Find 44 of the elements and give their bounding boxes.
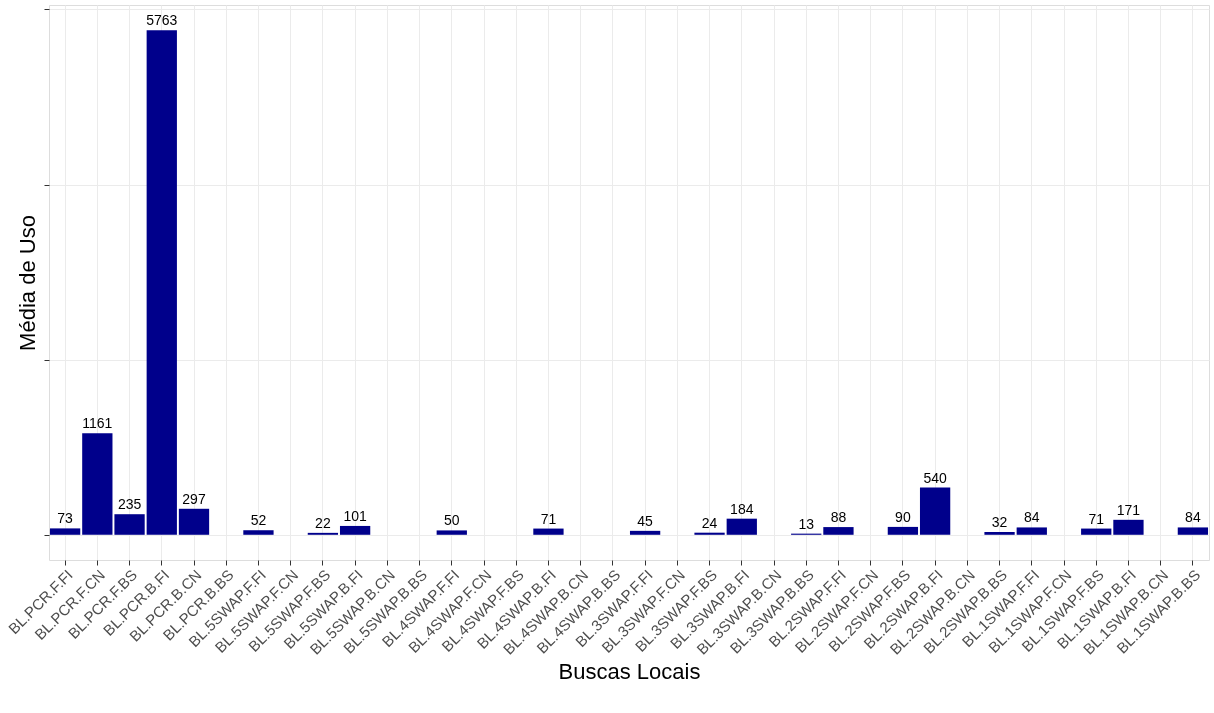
bar xyxy=(49,528,81,535)
bar xyxy=(694,532,725,535)
bar xyxy=(629,530,661,535)
data-label: 32 xyxy=(991,513,1008,530)
data-label: 84 xyxy=(1185,509,1201,526)
bar xyxy=(178,508,210,535)
data-label: 5763 xyxy=(146,12,178,29)
bar xyxy=(1113,519,1144,535)
x-axis-title: Buscas Locais xyxy=(558,658,701,684)
bar xyxy=(533,528,564,535)
data-label: 540 xyxy=(923,469,947,486)
data-label: 24 xyxy=(701,514,718,531)
bar xyxy=(436,530,467,535)
data-label: 45 xyxy=(637,512,654,529)
bar xyxy=(1177,527,1209,535)
data-label: 84 xyxy=(1023,509,1040,526)
data-label: 73 xyxy=(57,510,74,527)
data-label: 171 xyxy=(1116,501,1141,518)
bar xyxy=(146,30,177,535)
bar xyxy=(243,530,274,535)
bar xyxy=(114,514,145,535)
bar xyxy=(82,433,113,535)
data-label: 50 xyxy=(443,512,460,529)
y-axis-title: Média de Uso xyxy=(15,215,40,351)
data-label: 22 xyxy=(315,514,331,531)
data-label: 71 xyxy=(1088,510,1105,527)
data-label: 71 xyxy=(540,510,557,527)
bar xyxy=(919,487,951,535)
bar xyxy=(984,531,1015,535)
data-label: 297 xyxy=(182,490,206,507)
data-label: 101 xyxy=(343,507,367,524)
data-label: 235 xyxy=(117,496,142,513)
data-label: 184 xyxy=(730,500,754,517)
data-label: 52 xyxy=(250,512,267,529)
bar xyxy=(1016,527,1047,535)
data-label: 13 xyxy=(798,515,815,532)
bar xyxy=(887,526,919,535)
bar xyxy=(1081,528,1112,535)
data-label: 1161 xyxy=(82,415,113,432)
bar xyxy=(823,527,854,535)
bar xyxy=(339,525,371,535)
bar xyxy=(726,518,757,535)
data-label: 90 xyxy=(895,508,911,525)
data-label: 88 xyxy=(830,509,847,526)
